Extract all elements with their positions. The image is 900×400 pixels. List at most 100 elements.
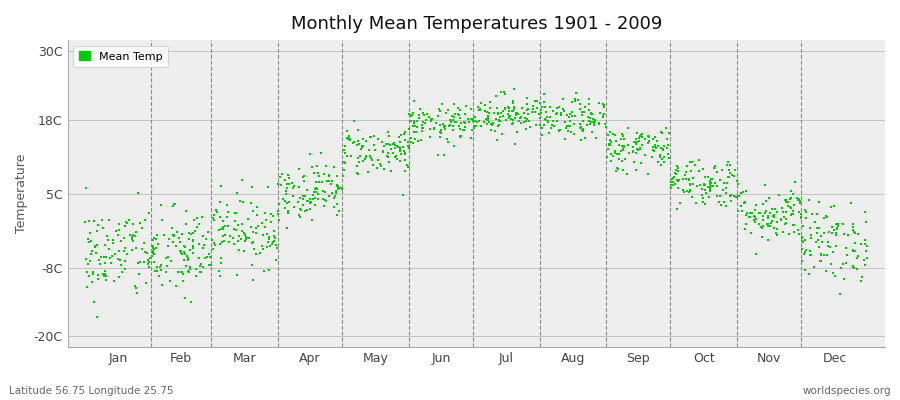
Point: [410, 124, 425, 131]
Point: [416, 110, 430, 116]
Point: [271, 181, 285, 187]
Point: [296, 174, 310, 180]
Point: [349, 163, 364, 170]
Point: [367, 146, 382, 153]
Point: [383, 142, 398, 148]
Point: [504, 115, 518, 122]
Point: [135, 246, 149, 252]
Title: Monthly Mean Temperatures 1901 - 2009: Monthly Mean Temperatures 1901 - 2009: [291, 15, 662, 33]
Point: [539, 116, 554, 123]
Point: [848, 248, 862, 254]
Point: [397, 131, 411, 138]
Point: [201, 228, 215, 235]
Point: [79, 185, 94, 191]
Point: [684, 194, 698, 200]
Point: [166, 238, 180, 245]
Point: [754, 224, 769, 230]
Point: [440, 136, 454, 142]
Point: [188, 266, 202, 272]
Point: [423, 116, 437, 122]
Point: [558, 136, 572, 142]
Point: [803, 252, 817, 258]
Point: [117, 248, 131, 254]
Point: [398, 150, 412, 156]
Point: [206, 245, 220, 252]
Point: [246, 277, 260, 284]
Point: [515, 105, 529, 112]
Point: [544, 122, 559, 128]
Point: [698, 201, 712, 207]
Point: [214, 226, 229, 232]
Point: [146, 244, 160, 251]
Point: [151, 241, 166, 247]
Point: [513, 115, 527, 121]
Point: [723, 170, 737, 176]
Point: [104, 253, 119, 260]
Point: [670, 206, 684, 212]
Point: [752, 220, 767, 227]
Point: [808, 219, 823, 226]
Point: [510, 110, 525, 116]
Point: [309, 185, 323, 191]
Point: [493, 114, 508, 120]
Point: [340, 135, 355, 142]
Point: [598, 104, 612, 110]
Point: [798, 248, 813, 255]
Point: [352, 158, 366, 165]
Point: [175, 269, 189, 276]
Point: [564, 109, 579, 115]
Point: [596, 101, 610, 107]
Y-axis label: Temperature: Temperature: [15, 154, 28, 233]
Point: [518, 115, 532, 121]
Point: [147, 236, 161, 243]
Point: [615, 131, 629, 137]
Point: [657, 158, 671, 165]
Point: [213, 240, 228, 247]
Point: [835, 221, 850, 228]
Point: [698, 187, 712, 194]
Point: [666, 182, 680, 188]
Point: [380, 153, 394, 159]
Point: [207, 217, 221, 223]
Point: [756, 212, 770, 219]
Point: [410, 138, 425, 144]
Point: [418, 117, 433, 123]
Point: [603, 129, 617, 135]
Point: [432, 106, 446, 112]
Point: [140, 256, 155, 263]
Point: [706, 183, 720, 189]
Point: [346, 140, 361, 146]
Point: [187, 228, 202, 234]
Point: [497, 89, 511, 96]
Point: [248, 230, 263, 236]
Point: [177, 294, 192, 301]
Point: [447, 101, 462, 107]
Point: [268, 242, 283, 248]
Point: [628, 136, 643, 142]
Point: [451, 105, 465, 111]
Point: [680, 163, 695, 169]
Point: [730, 178, 744, 184]
Point: [420, 110, 435, 117]
Point: [698, 182, 712, 188]
Point: [441, 138, 455, 145]
Point: [493, 89, 508, 95]
Point: [400, 163, 415, 170]
Point: [396, 191, 410, 198]
Point: [733, 193, 747, 200]
Point: [573, 125, 588, 132]
Point: [651, 143, 665, 149]
Point: [434, 126, 448, 133]
Point: [145, 252, 159, 259]
Point: [569, 90, 583, 96]
Point: [685, 159, 699, 165]
Point: [363, 153, 377, 159]
Point: [731, 180, 745, 187]
Point: [230, 222, 245, 229]
Point: [533, 122, 547, 128]
Point: [405, 112, 419, 118]
Point: [830, 224, 844, 231]
Point: [266, 213, 280, 219]
Point: [715, 166, 729, 173]
Point: [596, 112, 610, 119]
